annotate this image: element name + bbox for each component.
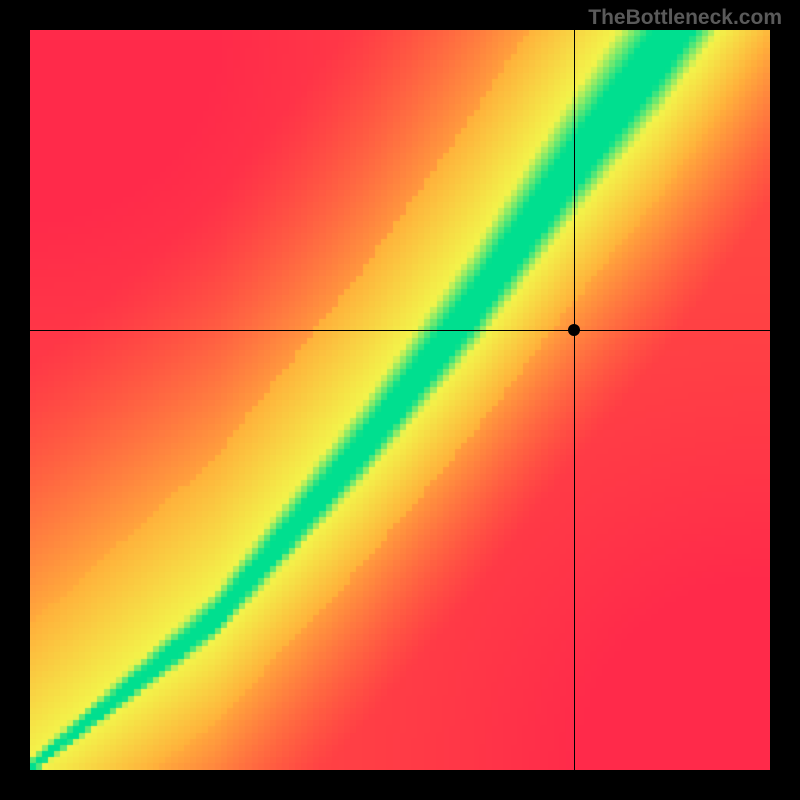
bottleneck-heatmap-chart bbox=[30, 30, 770, 770]
watermark-text: TheBottleneck.com bbox=[588, 6, 782, 30]
heatmap-canvas bbox=[30, 30, 770, 770]
crosshair-horizontal bbox=[30, 330, 770, 331]
crosshair-marker bbox=[568, 324, 580, 336]
crosshair-vertical bbox=[574, 30, 575, 770]
